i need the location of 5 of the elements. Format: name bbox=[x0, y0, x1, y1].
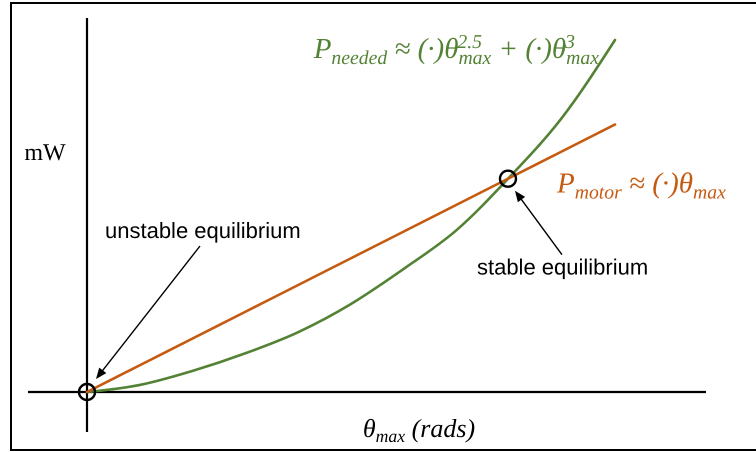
x-axis-title: θ$_{max}$ (rads) bbox=[362, 414, 476, 446]
annotation: stable equilibrium bbox=[476, 254, 648, 280]
annotation: unstable equilibrium bbox=[105, 218, 301, 243]
y-axis-title: mW bbox=[24, 140, 66, 166]
series-label: P$_{motor}$ ≈ (·)θ$_{max}$ bbox=[556, 167, 726, 204]
